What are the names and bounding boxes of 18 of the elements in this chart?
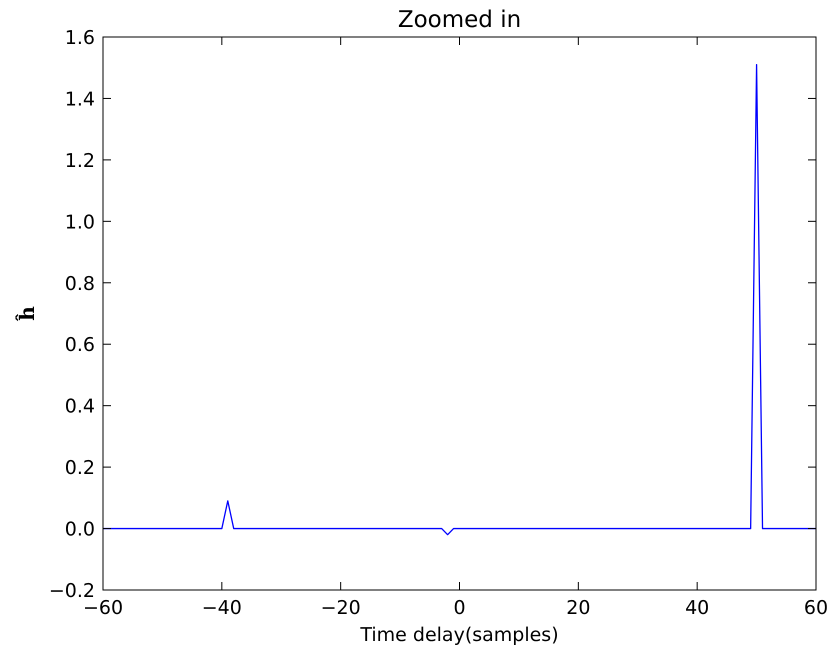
y-tick-label: 0.4	[64, 396, 95, 418]
x-tick-label: 20	[566, 597, 590, 619]
y-tick-label: 1.6	[64, 27, 95, 49]
x-tick-label: −20	[320, 597, 361, 619]
y-tick-label: 0.2	[64, 457, 95, 480]
chart-title: Zoomed in	[398, 7, 522, 33]
x-tick-label: 40	[685, 597, 710, 619]
x-tick-label: −40	[202, 597, 242, 619]
x-tick-label: 0	[453, 597, 466, 619]
y-tick-label: 1.0	[64, 211, 95, 234]
x-tick-label: 60	[804, 597, 828, 619]
y-tick-label: 0.0	[64, 518, 95, 541]
y-tick-label: 1.4	[64, 88, 95, 110]
x-axis-title: Time delay(samples)	[359, 624, 559, 646]
y-axis-title: ĥ	[15, 306, 39, 322]
y-tick-label: 1.2	[64, 150, 95, 172]
y-tick-label: 0.6	[64, 334, 95, 356]
y-tick-label: 0.8	[64, 272, 95, 295]
